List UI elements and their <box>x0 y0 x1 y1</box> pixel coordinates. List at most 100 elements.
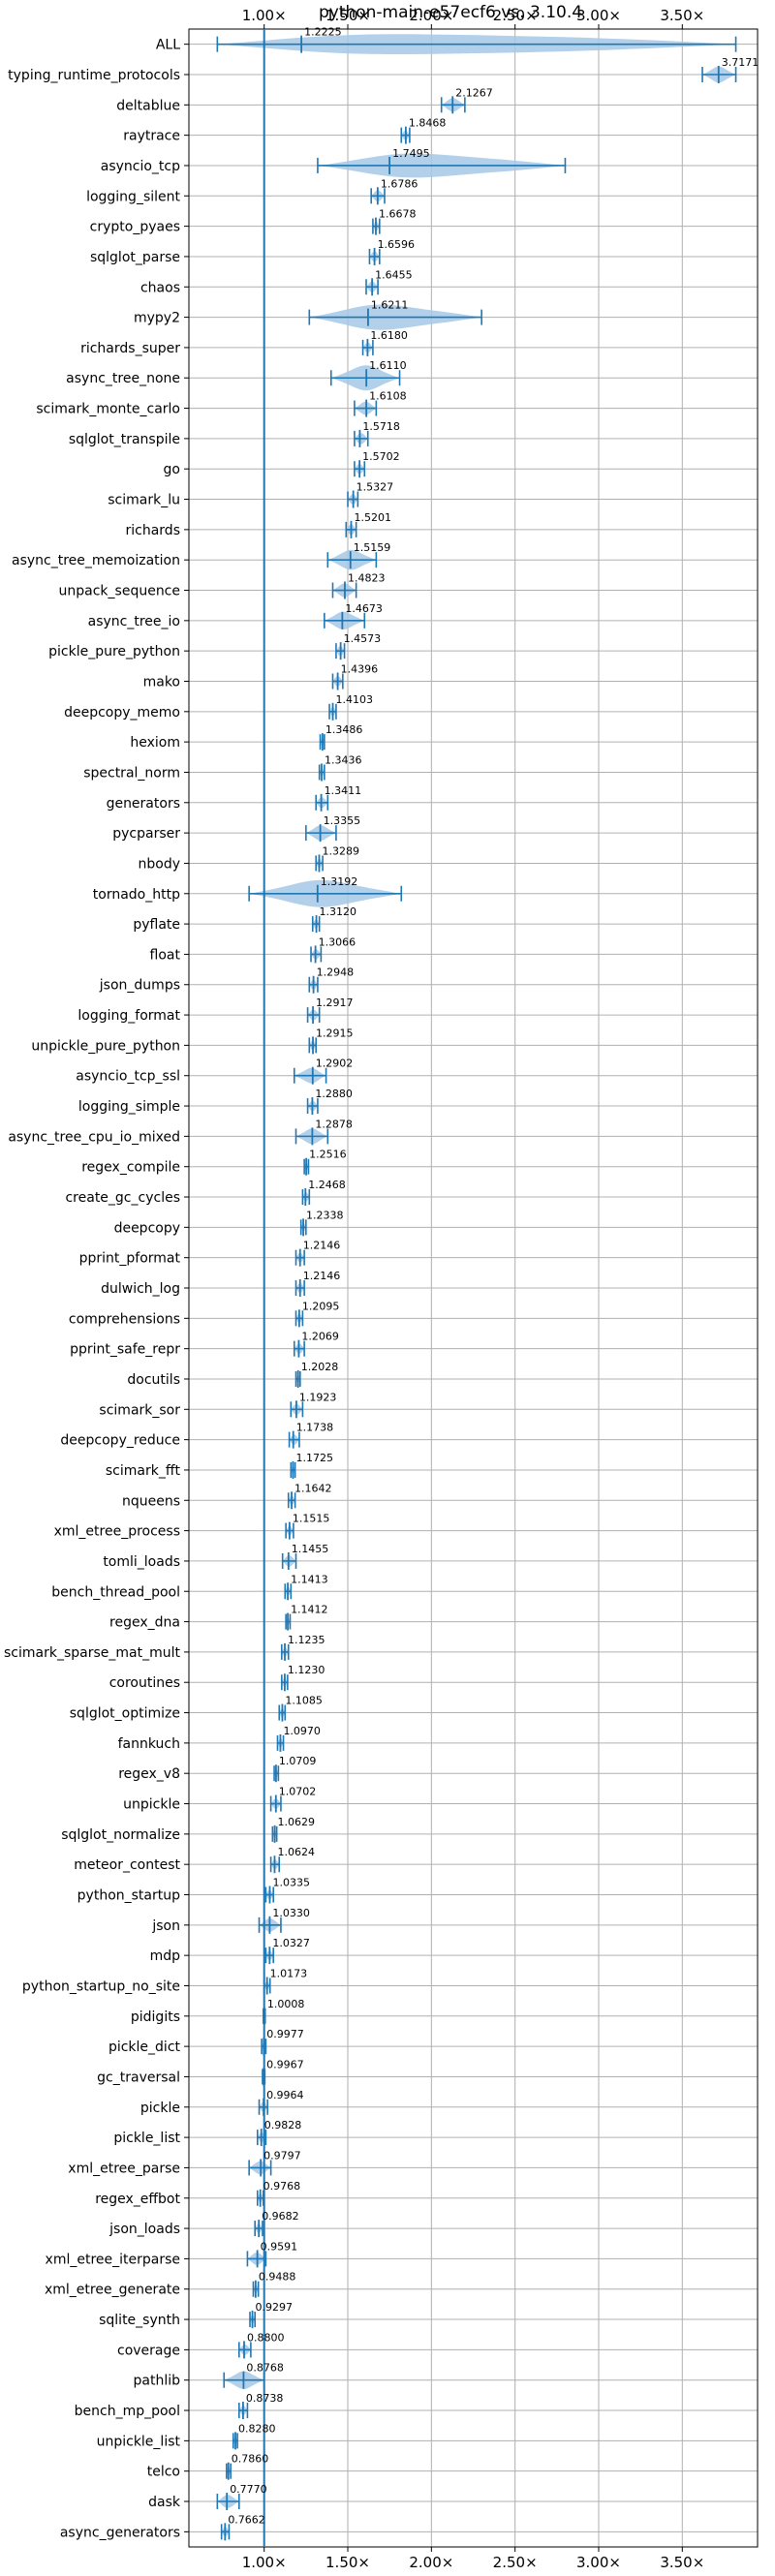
value-label: 1.4673 <box>345 602 383 615</box>
value-label: 1.2468 <box>308 1179 346 1191</box>
x-tick-label-top: 3.50× <box>660 7 704 24</box>
benchmark-label: async_tree_io <box>88 614 180 629</box>
value-label: 1.5327 <box>356 481 394 494</box>
benchmark-label: spectral_norm <box>83 765 180 781</box>
value-label: 1.6455 <box>375 268 413 281</box>
value-label: 1.5718 <box>362 420 400 433</box>
value-label: 1.1235 <box>288 1634 326 1646</box>
benchmark-label: pprint_pformat <box>79 1251 181 1267</box>
value-label: 1.2516 <box>309 1149 347 1161</box>
value-label: 1.0709 <box>279 1755 317 1767</box>
benchmark-label: pickle_pure_python <box>48 644 180 659</box>
benchmark-label: xml_etree_generate <box>45 2283 180 2298</box>
value-label: 1.0624 <box>277 1846 315 1858</box>
benchmark-label: coverage <box>117 2343 180 2358</box>
label-layer: 1.00× 1.00× 1.50× 1.50× 2.00× 2.00× 2.50× 2.50×… <box>4 7 759 2571</box>
value-label: 1.1455 <box>292 1543 329 1555</box>
value-label: 1.3289 <box>322 844 359 857</box>
value-label: 1.1515 <box>293 1513 330 1525</box>
benchmark-label: pyflate <box>133 917 180 933</box>
value-label: 3.7171 <box>722 56 760 69</box>
benchmark-label: deepcopy <box>114 1220 180 1236</box>
benchmark-label: go <box>164 462 180 477</box>
benchmark-label: ALL <box>156 38 180 53</box>
value-label: 0.8280 <box>238 2422 276 2435</box>
value-label: 1.2069 <box>301 1331 339 1343</box>
value-label: 1.6211 <box>371 299 409 312</box>
benchmark-label: chaos <box>140 280 180 295</box>
value-label: 1.5159 <box>354 541 391 554</box>
benchmark-label: python_startup <box>78 1888 180 1904</box>
x-tick-label-bottom: 1.50× <box>326 2554 370 2571</box>
value-label: 1.0173 <box>270 1967 308 1979</box>
x-tick-label-bottom: 2.50× <box>493 2554 538 2571</box>
value-label: 1.3486 <box>326 723 363 736</box>
value-label: 1.1085 <box>285 1695 323 1707</box>
benchmark-label: nbody <box>139 856 181 872</box>
benchmark-label: pprint_safe_repr <box>70 1342 180 1358</box>
value-label: 0.9828 <box>264 2119 302 2131</box>
benchmark-label: crypto_pyaes <box>90 220 180 235</box>
value-label: 1.0629 <box>278 1816 316 1828</box>
x-tick-label-top: 2.50× <box>493 7 538 24</box>
value-label: 1.1923 <box>299 1391 337 1403</box>
benchmark-label: async_tree_none <box>66 371 180 386</box>
value-label: 0.9297 <box>256 2301 294 2314</box>
value-label: 1.5702 <box>362 450 400 463</box>
benchmark-label: bench_thread_pool <box>51 1584 180 1600</box>
value-label: 1.2915 <box>316 1027 354 1039</box>
benchmark-label: fannkuch <box>118 1736 180 1752</box>
value-label: 1.1642 <box>294 1482 332 1494</box>
value-label: 1.4396 <box>341 662 379 675</box>
benchmark-label: async_generators <box>60 2525 180 2540</box>
benchmark-label: mdp <box>150 1948 181 1964</box>
value-label: 1.2146 <box>303 1240 341 1252</box>
benchmark-label: python_startup_no_site <box>22 1978 180 1994</box>
benchmark-label: sqlglot_parse <box>90 250 180 265</box>
benchmark-label: json <box>151 1918 180 1934</box>
benchmark-label: tornado_http <box>93 887 180 903</box>
benchmark-label: pickle_dict <box>108 2039 181 2055</box>
value-label: 1.2095 <box>302 1300 340 1312</box>
value-label: 1.2878 <box>315 1118 353 1130</box>
benchmark-label: telco <box>147 2465 180 2480</box>
value-label: 1.3192 <box>321 875 358 888</box>
benchmark-label: regex_effbot <box>95 2192 180 2207</box>
value-label: 1.1412 <box>291 1604 328 1616</box>
value-label: 1.2880 <box>315 1088 353 1100</box>
benchmark-label: xml_etree_process <box>54 1524 180 1540</box>
value-label: 0.9967 <box>266 2058 304 2070</box>
grid-layer <box>189 29 758 2547</box>
benchmark-label: deltablue <box>116 98 180 113</box>
value-label: 0.9591 <box>261 2240 298 2253</box>
value-label: 0.9488 <box>259 2271 296 2284</box>
benchmark-label: regex_v8 <box>118 1766 180 1782</box>
benchmark-label: nqueens <box>122 1493 180 1509</box>
value-label: 1.3355 <box>324 814 361 827</box>
benchmark-label: json_dumps <box>99 978 180 994</box>
x-tick-label-bottom: 1.00× <box>242 2554 287 2571</box>
benchmark-label: docutils <box>127 1372 180 1388</box>
value-label: 1.4823 <box>348 572 386 585</box>
benchmark-label: bench_mp_pool <box>75 2404 180 2419</box>
value-label: 0.8768 <box>246 2362 284 2375</box>
benchmark-label: dulwich_log <box>101 1281 180 1297</box>
benchmark-label: meteor_contest <box>74 1857 180 1873</box>
benchmark-label: scimark_sparse_mat_mult <box>4 1645 180 1661</box>
benchmark-label: json_loads <box>108 2222 180 2237</box>
value-label: 0.7770 <box>230 2483 267 2496</box>
benchmark-label: unpack_sequence <box>59 584 180 599</box>
benchmark-label: deepcopy_reduce <box>60 1433 180 1449</box>
benchmark-label: gc_traversal <box>97 2070 180 2085</box>
benchmark-label: sqlite_synth <box>99 2313 180 2328</box>
benchmark-label: sqlglot_normalize <box>61 1827 180 1843</box>
benchmark-label: xml_etree_parse <box>68 2161 180 2176</box>
value-label: 1.0327 <box>272 1937 310 1949</box>
benchmark-label: mako <box>143 674 180 690</box>
violin-layer <box>216 34 737 2541</box>
benchmark-label: coroutines <box>109 1675 180 1691</box>
value-label: 0.9964 <box>266 2089 304 2101</box>
value-label: 1.7495 <box>392 147 430 160</box>
